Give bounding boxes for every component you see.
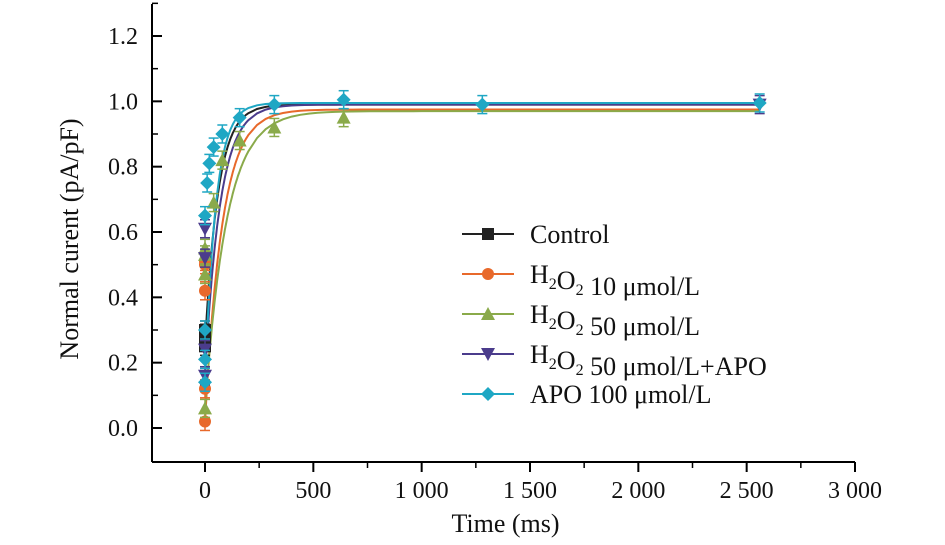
marker-triangle-down bbox=[198, 222, 212, 236]
data-markers bbox=[198, 89, 767, 432]
legend-text-part: 50 μmol/L bbox=[584, 312, 701, 341]
fit-line bbox=[204, 103, 760, 376]
legend-subscript: 2 bbox=[549, 276, 557, 293]
x-tick-label: 500 bbox=[295, 478, 331, 504]
y-tick-label: 0.0 bbox=[108, 416, 138, 442]
marker-triangle-up bbox=[336, 110, 351, 124]
y-tick-label: 0.8 bbox=[108, 155, 138, 181]
fit-line bbox=[204, 108, 760, 422]
y-tick-label: 0.2 bbox=[108, 351, 138, 377]
legend-text-part: 50 μmol/L+APO bbox=[584, 352, 767, 381]
y-tick-label: 1.0 bbox=[108, 89, 138, 115]
legend-subscript: 2 bbox=[576, 322, 584, 339]
marker-triangle-up bbox=[198, 241, 212, 255]
marker-diamond bbox=[198, 208, 212, 223]
marker-diamond bbox=[232, 110, 247, 125]
legend-subscript: 2 bbox=[576, 282, 584, 299]
marker-square bbox=[482, 228, 494, 240]
legend-subscript: 2 bbox=[549, 356, 557, 373]
legend-text-part: 10 μmol/L bbox=[584, 272, 701, 301]
fit-curves bbox=[204, 102, 760, 422]
fit-line bbox=[204, 102, 760, 383]
y-tick-label: 1.2 bbox=[108, 24, 138, 50]
marker-diamond bbox=[198, 323, 212, 337]
marker-diamond bbox=[481, 387, 495, 401]
legend-text-part: O bbox=[557, 266, 576, 295]
x-tick-label: 1 000 bbox=[395, 478, 449, 504]
marker-diamond bbox=[198, 375, 212, 390]
legend-label: H2O2 50 μmol/L+APO bbox=[530, 340, 767, 381]
legend-text-part: APO 100 μmol/L bbox=[530, 380, 712, 409]
legend-subscript: 2 bbox=[549, 316, 557, 333]
axes: 0 500 1 000 1 500 2 000 2 500 3 000 0.0 0.2 0.4 0.… bbox=[108, 2, 882, 504]
marker-circle bbox=[199, 284, 211, 297]
marker-diamond bbox=[475, 97, 490, 112]
legend-text-part: H bbox=[530, 340, 549, 369]
marker-triangle-down bbox=[198, 252, 212, 266]
marker-triangle-up bbox=[232, 133, 247, 147]
x-axis-title: Time (ms) bbox=[451, 509, 559, 538]
legend-text-part: Control bbox=[530, 220, 609, 249]
marker-circle bbox=[199, 415, 211, 428]
marker-circle bbox=[482, 268, 494, 280]
legend-text-part: O bbox=[557, 346, 576, 375]
y-tick-label: 0.4 bbox=[108, 285, 138, 311]
x-tick-label: 2 500 bbox=[720, 478, 774, 504]
legend-text-part: H bbox=[530, 300, 549, 329]
legend-text-part: H bbox=[530, 260, 549, 289]
marker-diamond bbox=[200, 176, 215, 190]
marker-diamond bbox=[215, 127, 230, 141]
x-tick-label: 0 bbox=[199, 478, 211, 504]
marker-diamond bbox=[336, 92, 351, 107]
marker-diamond bbox=[206, 140, 221, 155]
marker-triangle-up bbox=[215, 153, 230, 167]
marker-diamond bbox=[202, 156, 217, 171]
legend-label: H2O2 50 μmol/L bbox=[530, 300, 700, 341]
x-tick-label: 3 000 bbox=[828, 478, 882, 504]
marker-triangle-up bbox=[481, 307, 495, 320]
legend-label: APO 100 μmol/L bbox=[530, 380, 712, 409]
legend-text-part: O bbox=[557, 306, 576, 335]
marker-diamond bbox=[267, 97, 282, 112]
legend-label: Control bbox=[530, 220, 609, 249]
marker-triangle-up bbox=[198, 267, 212, 281]
marker-triangle-up bbox=[198, 401, 212, 415]
legend-subscript: 2 bbox=[576, 362, 584, 379]
marker-triangle-down bbox=[481, 348, 495, 361]
marker-diamond bbox=[752, 95, 767, 110]
y-axis-title: Normal curent (pA/pF) bbox=[55, 118, 84, 359]
x-tick-label: 1 500 bbox=[503, 478, 557, 504]
fit-line bbox=[204, 103, 760, 347]
marker-diamond bbox=[198, 352, 212, 367]
y-tick-label: 0.6 bbox=[108, 220, 138, 246]
marker-triangle-up bbox=[267, 120, 282, 134]
x-tick-label: 2 000 bbox=[611, 478, 665, 504]
marker-triangle-up bbox=[206, 195, 221, 209]
legend-label: H2O2 10 μmol/L bbox=[530, 260, 700, 301]
fit-line bbox=[204, 110, 760, 409]
